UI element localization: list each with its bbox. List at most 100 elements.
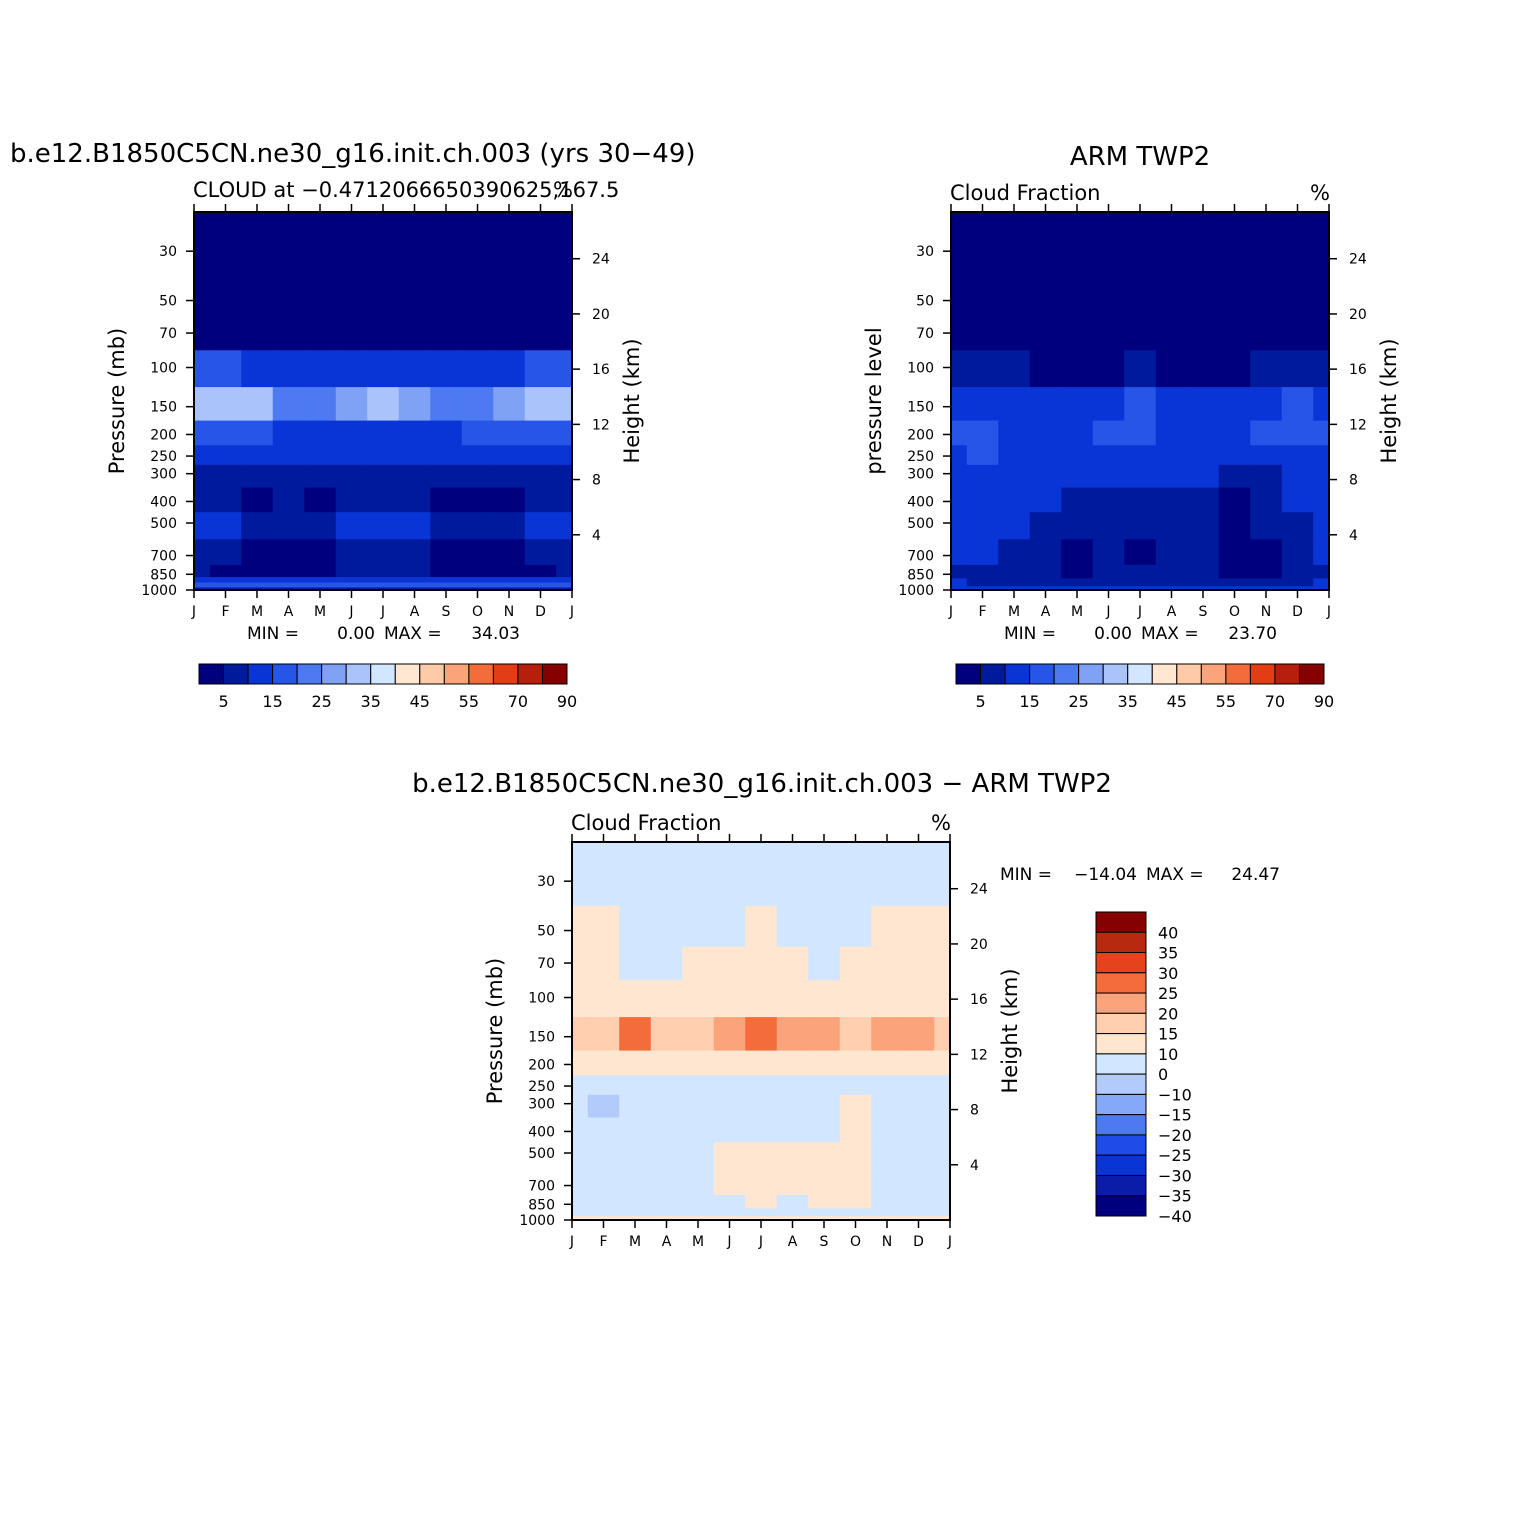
model-cell bbox=[556, 445, 573, 466]
diff-cell bbox=[776, 905, 809, 948]
diff-colorbar-label: −25 bbox=[1158, 1146, 1192, 1165]
model-cell bbox=[398, 582, 431, 589]
obs-cell bbox=[1313, 212, 1330, 277]
model-colorbar-swatch bbox=[394, 663, 421, 685]
diff-cell bbox=[776, 1117, 809, 1143]
diff-cell bbox=[902, 1216, 935, 1221]
model-xtick-label: F bbox=[221, 604, 229, 620]
obs-cell bbox=[1313, 564, 1330, 579]
diff-xtick-label: O bbox=[850, 1234, 861, 1250]
diff-y2tick-label: 8 bbox=[970, 1103, 979, 1119]
model-cell bbox=[304, 539, 337, 566]
diff-cell bbox=[871, 1169, 904, 1196]
obs-cell bbox=[1218, 350, 1251, 388]
obs-cell bbox=[1029, 539, 1062, 566]
diff-cell bbox=[934, 842, 951, 907]
model-cell bbox=[556, 420, 573, 446]
obs-y2tick-label: 16 bbox=[1349, 362, 1367, 378]
diff-cell bbox=[871, 1094, 904, 1119]
obs-ytick-label: 1000 bbox=[898, 583, 934, 599]
obs-cell bbox=[1281, 350, 1314, 388]
obs-cell bbox=[998, 512, 1031, 540]
diff-cell bbox=[776, 1017, 809, 1052]
diff-cell bbox=[745, 1017, 778, 1052]
obs-cell bbox=[998, 445, 1031, 466]
diff-cell bbox=[682, 1216, 715, 1221]
diff-cell bbox=[619, 1208, 652, 1217]
diff-cell bbox=[682, 1075, 715, 1096]
diff-cell bbox=[587, 1169, 620, 1196]
diff-cell bbox=[650, 842, 683, 907]
obs-cell bbox=[998, 578, 1031, 587]
panel-model-max-label: MAX = bbox=[384, 624, 442, 644]
model-cell bbox=[430, 512, 463, 540]
obs-cell bbox=[1250, 539, 1283, 566]
diff-y2tick-label: 4 bbox=[970, 1158, 979, 1174]
obs-cell bbox=[998, 539, 1031, 566]
obs-cell bbox=[951, 586, 968, 591]
obs-cell bbox=[951, 212, 968, 277]
model-cell bbox=[556, 275, 573, 318]
obs-cell bbox=[1061, 564, 1094, 579]
obs-cell bbox=[1155, 350, 1188, 388]
obs-cell bbox=[1092, 275, 1125, 318]
obs-cell bbox=[1029, 464, 1062, 489]
model-cell bbox=[398, 487, 431, 513]
obs-cell bbox=[1155, 420, 1188, 446]
diff-cell bbox=[745, 980, 778, 1018]
obs-cell bbox=[1313, 420, 1330, 446]
model-cell bbox=[430, 350, 463, 388]
model-cell bbox=[398, 275, 431, 318]
diff-cell bbox=[934, 946, 951, 981]
model-cell bbox=[335, 487, 368, 513]
obs-cell bbox=[1250, 275, 1283, 318]
obs-cell bbox=[998, 387, 1031, 422]
model-cell bbox=[209, 420, 242, 446]
diff-cell bbox=[713, 1075, 746, 1096]
diff-colorbar-swatch bbox=[1095, 1093, 1147, 1116]
obs-cell bbox=[1218, 316, 1251, 351]
panel-diff-max-value: 24.47 bbox=[1231, 865, 1280, 885]
panel-diff-subtitle: Cloud Fraction bbox=[571, 811, 722, 835]
diff-cell bbox=[902, 1094, 935, 1119]
panel-obs-min-value: 0.00 bbox=[1094, 624, 1132, 644]
diff-cell bbox=[839, 905, 872, 948]
obs-cell bbox=[1187, 316, 1220, 351]
model-colorbar-swatch bbox=[468, 663, 494, 685]
model-cell bbox=[209, 564, 242, 578]
model-cell bbox=[556, 577, 573, 584]
diff-ytick-label: 100 bbox=[528, 991, 555, 1007]
model-cell bbox=[367, 539, 400, 566]
obs-cell bbox=[1029, 512, 1062, 540]
model-cell bbox=[461, 539, 494, 566]
model-cell bbox=[367, 512, 400, 540]
obs-cell bbox=[1061, 275, 1094, 318]
model-cell bbox=[209, 577, 242, 584]
model-colorbar-swatch bbox=[198, 663, 225, 685]
obs-cell bbox=[1092, 387, 1125, 422]
diff-xtick-label: M bbox=[692, 1234, 704, 1250]
model-cell bbox=[461, 512, 494, 540]
model-ytick-label: 70 bbox=[159, 326, 177, 342]
obs-cell bbox=[1281, 316, 1314, 351]
model-cell bbox=[430, 316, 463, 351]
obs-cell bbox=[1155, 564, 1188, 579]
obs-y2tick-label: 24 bbox=[1349, 252, 1367, 268]
obs-cell bbox=[1313, 512, 1330, 540]
model-cell bbox=[430, 582, 463, 589]
model-cell bbox=[493, 420, 526, 446]
model-cell bbox=[194, 539, 211, 566]
obs-cell bbox=[1092, 464, 1125, 489]
model-cell bbox=[367, 564, 400, 578]
model-cell bbox=[556, 316, 573, 351]
obs-colorbar-swatch bbox=[1151, 663, 1178, 685]
plot-area-obs: J F M A M J J A S O N D J 30 50 70 100 150 200 250 300 400 500… bbox=[898, 204, 1367, 620]
obs-cell bbox=[966, 586, 999, 591]
diff-cell bbox=[871, 1216, 904, 1221]
diff-cell bbox=[745, 946, 778, 981]
model-cell bbox=[430, 539, 463, 566]
model-cell bbox=[209, 539, 242, 566]
diff-cell bbox=[682, 1194, 715, 1209]
diff-colorbar-swatch bbox=[1095, 1073, 1147, 1095]
diff-xtick-label: D bbox=[913, 1234, 924, 1250]
